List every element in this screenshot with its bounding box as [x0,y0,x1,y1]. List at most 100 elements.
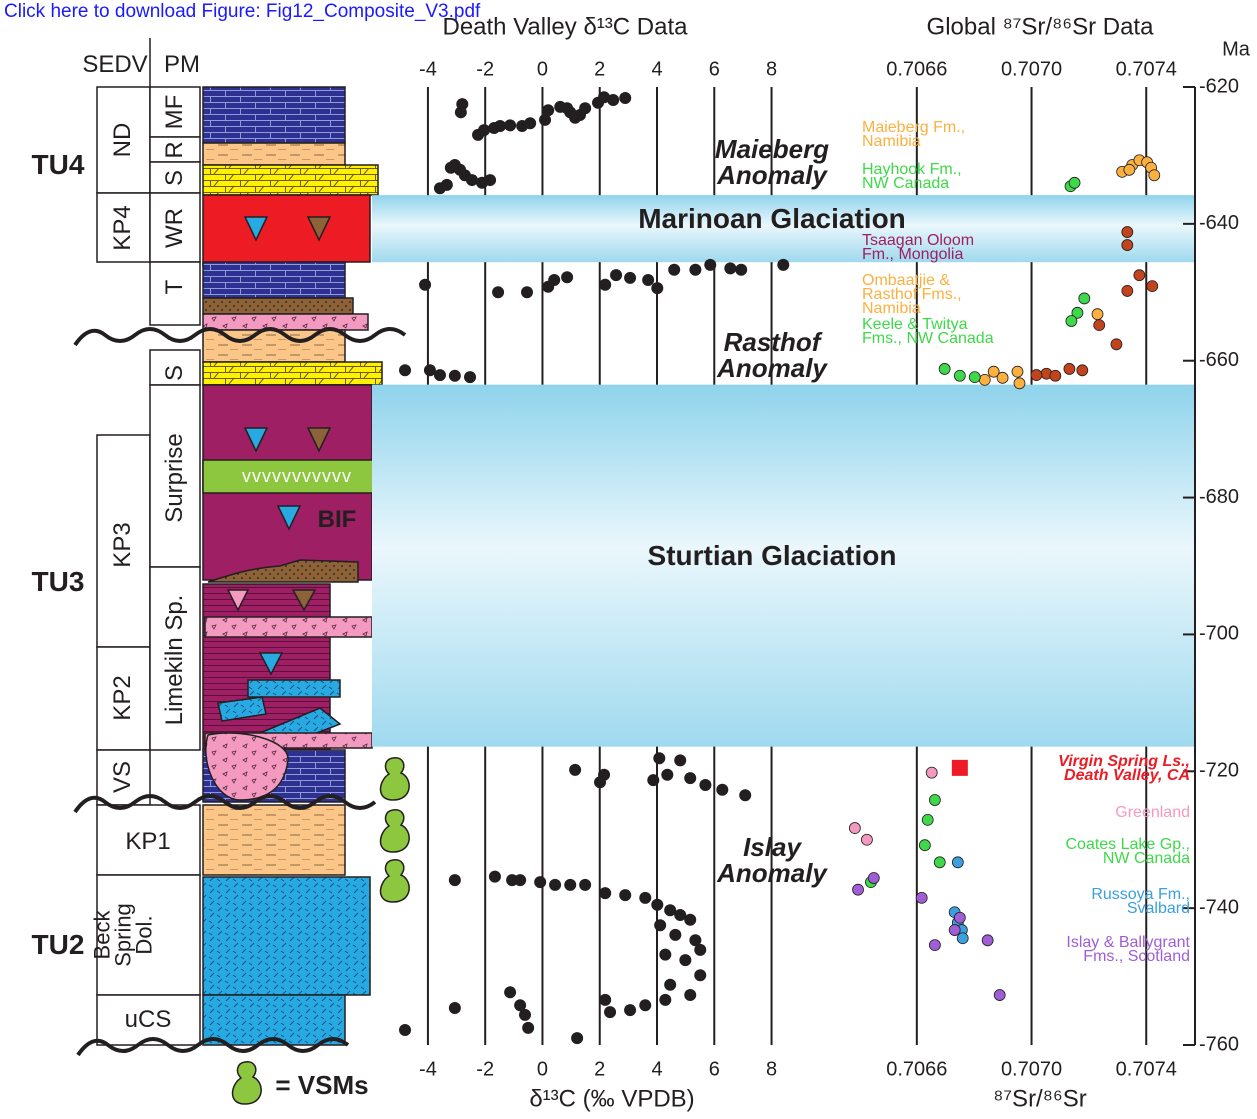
x-tick-label: 0 [537,1058,548,1080]
unit-label: T [163,280,187,295]
point [599,279,611,291]
point [699,779,711,791]
x-tick-label: 6 [709,58,720,80]
point [679,954,691,966]
point [624,272,636,284]
point [969,372,980,383]
y-tick-label: -760 [1199,1033,1239,1055]
y-tick-label: -620 [1199,75,1239,97]
point [868,873,879,884]
legend-entry: Tsaagan Oloom Fm., Mongolia [862,234,974,262]
point [542,104,554,116]
point [1111,339,1122,350]
point [564,879,576,891]
tectonic-unit: TU2 [32,933,85,957]
point [1147,281,1158,292]
x-tick-label: 0.7066 [886,58,947,80]
column-header: PM [164,53,200,77]
point [861,834,872,845]
point [519,1009,531,1021]
point [434,369,446,381]
x-tick-label: 2 [594,1058,605,1080]
point [522,1022,534,1034]
x-tick-label: 0.7074 [1116,58,1177,80]
point [853,884,864,895]
unit-label: Limekiln Sp. [163,595,187,726]
bif-label: BIF [318,508,357,532]
point [504,986,516,998]
point [619,92,631,104]
point [954,370,965,381]
point [919,840,930,851]
point [549,879,561,891]
x-axis-label: ⁸⁷Sr/⁸⁶Sr [993,1085,1086,1112]
point [661,769,673,781]
unit-label: R [163,141,187,158]
x-tick-label: 8 [766,1058,777,1080]
point [399,364,411,376]
point [664,979,676,991]
x-tick-label: 4 [651,58,662,80]
point [739,789,751,801]
point [449,370,461,382]
vsm-legend: = VSMs [275,1073,368,1097]
point [716,784,728,796]
point [492,286,504,298]
point [599,994,611,1006]
point [561,102,573,114]
point [561,271,573,283]
x-tick-label: 0 [537,58,548,80]
unit-label: Surprise [163,433,187,522]
point [1050,370,1061,381]
unit-label: uCS [125,1008,172,1032]
point [916,892,927,903]
point [1064,363,1075,374]
legend-entry: Maieberg Fm., Namibia [862,121,965,149]
point [949,925,960,936]
point [419,279,431,291]
point [504,119,516,131]
unit-label: VS [111,761,135,793]
y-tick-label: -640 [1199,212,1239,234]
point [957,933,968,944]
y-axis-label: Ma [1222,38,1251,60]
y-tick-label: -720 [1199,760,1239,782]
legend-entry: Russoya Fm., Svalbard [1091,888,1190,916]
point [929,795,940,806]
point [1134,270,1145,281]
unit-label: WR [163,208,187,248]
band-label: Marinoan Glaciation [638,203,906,234]
point [1094,320,1105,331]
point [599,887,611,899]
point [684,772,696,784]
point [571,1032,583,1044]
point [610,269,622,281]
x-tick-label: 0.7070 [1001,58,1062,80]
point [724,262,736,274]
point [639,892,651,904]
point [926,767,937,778]
unit-label: ND [111,123,135,158]
point [579,102,591,114]
point [952,760,968,776]
point [449,874,461,886]
point [939,363,950,374]
point [569,112,581,124]
point [524,117,536,129]
unit-label: Beck Spring Dol. [92,903,155,967]
figure: -4-4-2-20022446688Death Valley δ¹³C Data… [0,0,1257,1119]
legend-entry: Keele & Twitya Fms., NW Canada [862,318,994,346]
point [777,259,789,271]
point [1012,366,1023,377]
point [1077,365,1088,376]
point [922,814,933,825]
point [604,1006,616,1018]
point [651,282,663,294]
band-label: Sturtian Glaciation [648,540,897,571]
point [1092,309,1103,320]
point [521,286,533,298]
point [569,764,581,776]
point [449,1002,461,1014]
point [684,914,696,926]
x-tick-label: 0.7074 [1116,1058,1177,1080]
